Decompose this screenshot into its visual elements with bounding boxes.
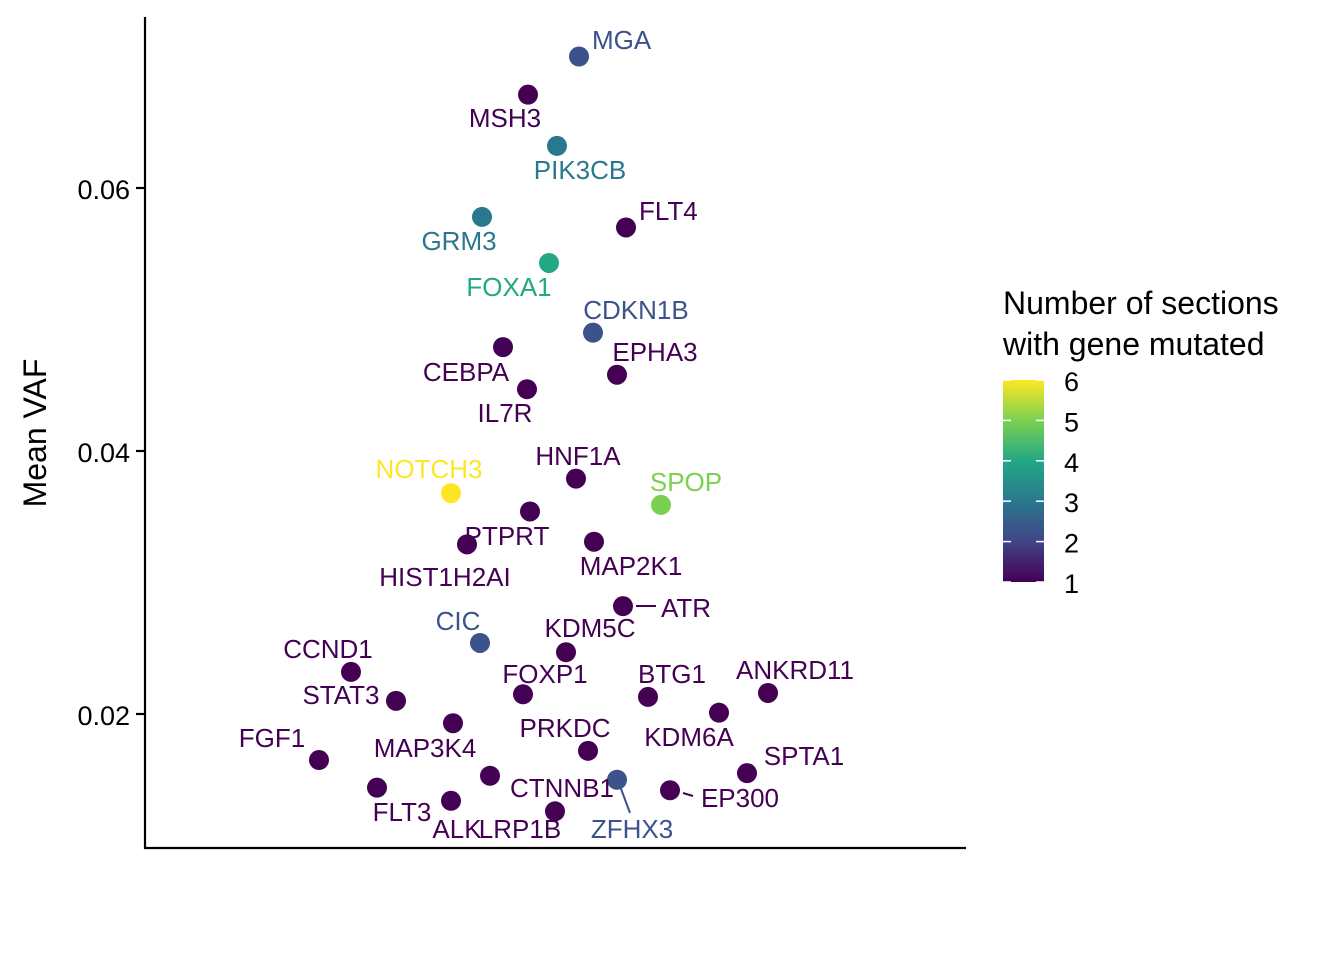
leader-line-ep300: [682, 792, 694, 797]
label-alk: ALK: [432, 814, 482, 844]
label-btg1: BTG1: [638, 659, 706, 689]
point-grm3: [472, 206, 492, 227]
point-atr: [613, 596, 633, 617]
legend-break-label: 6: [1064, 367, 1079, 397]
label-pik3cb: PIK3CB: [534, 155, 627, 185]
point-epha3: [607, 364, 627, 385]
point-fgf1: [309, 750, 329, 771]
label-grm3: GRM3: [421, 226, 496, 256]
label-stat3: STAT3: [302, 680, 379, 710]
legend: Number of sections with gene mutated 6 5 4…: [1002, 285, 1279, 599]
point-alk: [441, 790, 461, 811]
label-hist1h2ai: HIST1H2AI: [379, 562, 511, 592]
point-stat3: [386, 690, 406, 711]
point-ankrd11: [758, 682, 778, 703]
point-prkdc: [578, 740, 598, 761]
label-prkdc: PRKDC: [519, 713, 610, 743]
label-zfhx3: ZFHX3: [591, 814, 673, 844]
label-lrp1b: LRP1B: [479, 814, 561, 844]
point-cdkn1b: [583, 322, 603, 343]
label-map2k1: MAP2K1: [580, 551, 683, 581]
label-kdm6a: KDM6A: [644, 722, 734, 752]
point-pik3cb: [547, 135, 567, 156]
label-ankrd11: ANKRD11: [736, 655, 854, 685]
label-il7r: IL7R: [478, 398, 533, 428]
label-map3k4: MAP3K4: [374, 733, 477, 763]
point-ptprt: [520, 501, 540, 522]
point-mga: [569, 46, 589, 67]
point-notch3: [441, 483, 461, 504]
label-notch3: NOTCH3: [376, 454, 483, 484]
label-leader-lines: [619, 605, 694, 814]
leader-line-zfhx3: [619, 785, 631, 814]
label-ptprt: PTPRT: [465, 521, 550, 551]
label-ccnd1: CCND1: [283, 634, 373, 664]
point-kdm6a: [709, 702, 729, 723]
label-epha3: EPHA3: [612, 337, 697, 367]
label-kdm5c: KDM5C: [544, 613, 635, 643]
point-il7r: [517, 379, 537, 400]
point-flt4: [616, 217, 636, 238]
label-cebpa: CEBPA: [423, 357, 510, 387]
point-hist1h2ai: [457, 534, 477, 555]
point-lrp1b: [545, 801, 565, 822]
y-tick-label: 0.02: [77, 701, 130, 731]
label-flt3: FLT3: [373, 797, 432, 827]
label-cic: CIC: [436, 606, 481, 636]
point-hnf1a: [566, 468, 586, 489]
y-tick-label: 0.06: [77, 175, 130, 205]
point-foxp1: [513, 684, 533, 705]
point-map2k1: [584, 531, 604, 552]
label-spop: SPOP: [650, 467, 722, 497]
y-tick-label: 0.04: [77, 438, 130, 468]
point-map3k4: [443, 713, 463, 734]
y-axis-title: Mean VAF: [17, 359, 53, 508]
label-ctnnb1: CTNNB1: [510, 773, 614, 803]
point-ctnnb1: [480, 765, 500, 786]
legend-break-label: 1: [1064, 569, 1079, 599]
label-foxa1: FOXA1: [466, 272, 551, 302]
label-mga: MGA: [592, 25, 652, 55]
label-cdkn1b: CDKN1B: [583, 295, 688, 325]
point-ccnd1: [341, 661, 361, 682]
legend-break-label: 4: [1064, 448, 1079, 478]
label-foxp1: FOXP1: [502, 659, 587, 689]
legend-ticks: 6 5 4 3 2 1: [1003, 367, 1079, 599]
label-atr: ATR: [661, 593, 711, 623]
legend-colorbar: [1003, 380, 1044, 582]
point-spop: [651, 494, 671, 515]
label-flt4: FLT4: [639, 196, 698, 226]
point-msh3: [518, 84, 538, 105]
legend-break-label: 2: [1064, 529, 1079, 559]
point-foxa1: [539, 252, 559, 273]
legend-title-line2: with gene mutated: [1002, 326, 1265, 362]
point-cic: [470, 632, 490, 653]
point-cebpa: [493, 337, 513, 358]
point-labels: MGA MSH3 PIK3CB GRM3 FLT4 FOXA1 CDKN1B CEBPA EPH…: [239, 25, 854, 844]
point-kdm5c: [556, 642, 576, 663]
y-ticks: 0.02 0.04 0.06: [77, 175, 145, 731]
data-points: [309, 46, 778, 822]
point-spta1: [737, 763, 757, 784]
point-btg1: [638, 686, 658, 707]
point-zfhx3: [607, 769, 627, 790]
legend-break-label: 5: [1064, 407, 1079, 437]
label-msh3: MSH3: [469, 103, 541, 133]
legend-title-line1: Number of sections: [1003, 285, 1279, 321]
label-spta1: SPTA1: [764, 741, 844, 771]
point-ep300: [660, 780, 680, 801]
label-hnf1a: HNF1A: [535, 441, 621, 471]
label-ep300: EP300: [701, 783, 779, 813]
plot-area: 0.02 0.04 0.06 MGA MSH3 PIK3CB GRM3 FLT4 FOXA1 C…: [77, 17, 966, 850]
legend-break-label: 3: [1064, 488, 1079, 518]
label-fgf1: FGF1: [239, 723, 305, 753]
point-flt3: [367, 777, 387, 798]
